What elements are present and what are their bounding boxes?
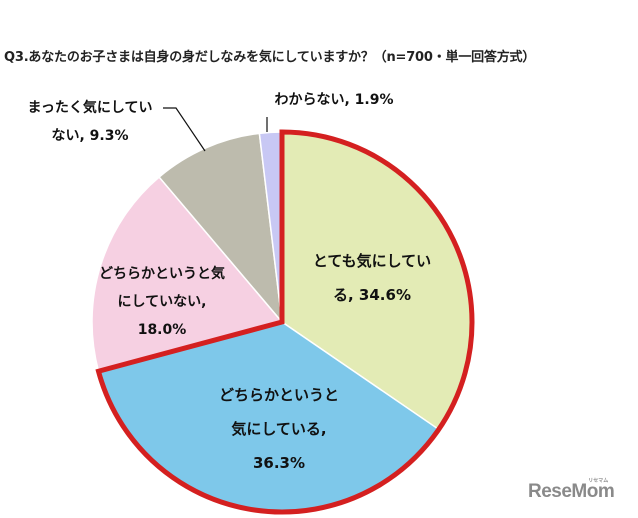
logo-text: ReseMom (528, 481, 615, 502)
label-line: 36.3% (252, 454, 306, 472)
leader-line-not-at-all (163, 107, 206, 152)
label-line: どちらかというと (218, 386, 339, 404)
label-very: とても気にしてい る, 34.6% (292, 244, 452, 312)
label-line: 18.0% (137, 322, 187, 338)
logo-subtext: リセマム (588, 478, 609, 484)
label-line: わからない, 1.9% (274, 92, 394, 108)
chart-title: Q3.あなたのお子さまは自身の身だしなみを気にしていますか？（n=700・単一回… (4, 50, 536, 65)
label-unknown: わからない, 1.9% (264, 86, 404, 114)
resemom-logo: ReseMom リセマム (528, 478, 615, 503)
pie-slice (158, 132, 284, 325)
label-line: とても気にしてい (312, 252, 432, 270)
label-not-at-all: まったく気にしてい ない, 9.3% (14, 94, 166, 150)
pie-slice (91, 175, 284, 373)
label-somewhat: どちらかというと 気にしている, 36.3% (186, 378, 372, 480)
label-somewhat-not: どちらかというと気 にしていない, 18.0% (86, 260, 238, 344)
label-line: る, 34.6% (333, 286, 411, 304)
label-line: にしていない, (117, 294, 207, 310)
label-line: まったく気にしてい (27, 100, 153, 116)
label-line: どちらかというと気 (99, 266, 225, 282)
label-line: 気にしている, (231, 420, 327, 438)
label-line: ない, 9.3% (51, 128, 129, 144)
